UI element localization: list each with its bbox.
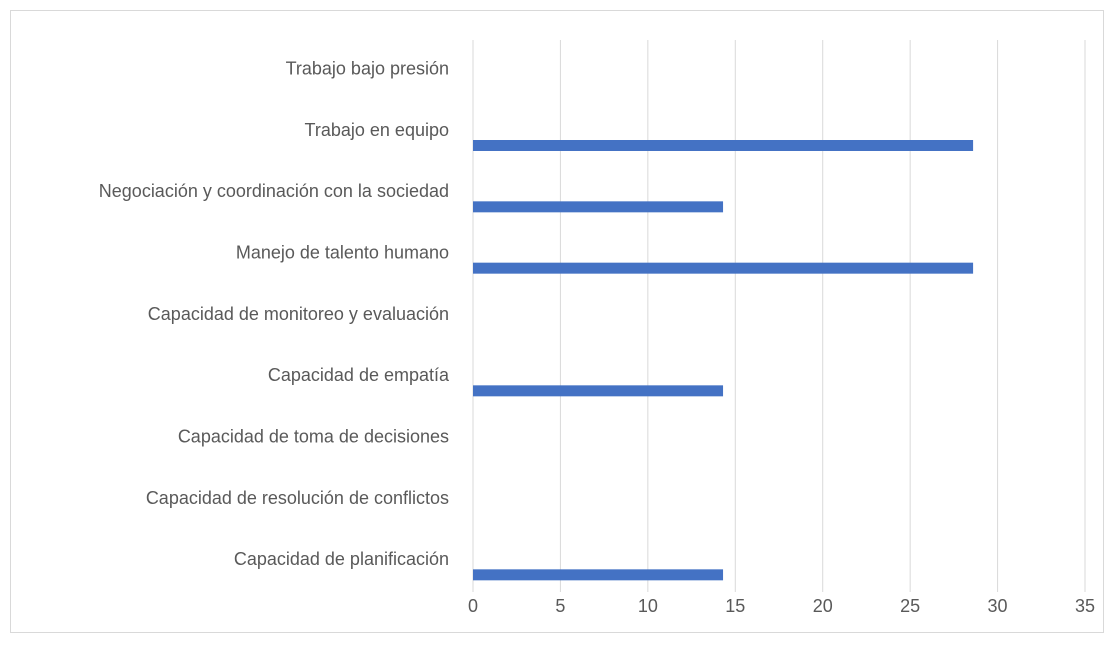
y-tick-label: Trabajo bajo presión: [286, 58, 449, 78]
y-tick-label: Manejo de talento humano: [236, 242, 449, 262]
x-tick-label: 0: [468, 596, 478, 616]
chart-border: [10, 10, 1104, 633]
y-tick-label: Trabajo en equipo: [305, 120, 449, 140]
y-tick-label: Capacidad de empatía: [268, 365, 450, 385]
bar: [473, 385, 724, 397]
y-tick-label: Negociación y coordinación con la socied…: [99, 181, 449, 201]
y-tick-label: Capacidad de planificación: [234, 549, 449, 569]
y-tick-label: Capacidad de monitoreo y evaluación: [148, 304, 449, 324]
x-tick-label: 5: [555, 596, 565, 616]
x-tick-label: 15: [725, 596, 745, 616]
bar: [473, 140, 974, 151]
x-tick-label: 20: [813, 596, 833, 616]
x-tick-label: 35: [1075, 596, 1095, 616]
bar: [473, 262, 974, 274]
bar: [473, 569, 724, 581]
bar: [473, 201, 724, 213]
x-tick-label: 10: [638, 596, 658, 616]
x-tick-label: 30: [988, 596, 1008, 616]
y-tick-label: Capacidad de toma de decisiones: [178, 426, 449, 446]
x-tick-label: 25: [900, 596, 920, 616]
y-tick-label: Capacidad de resolución de conflictos: [146, 488, 449, 508]
